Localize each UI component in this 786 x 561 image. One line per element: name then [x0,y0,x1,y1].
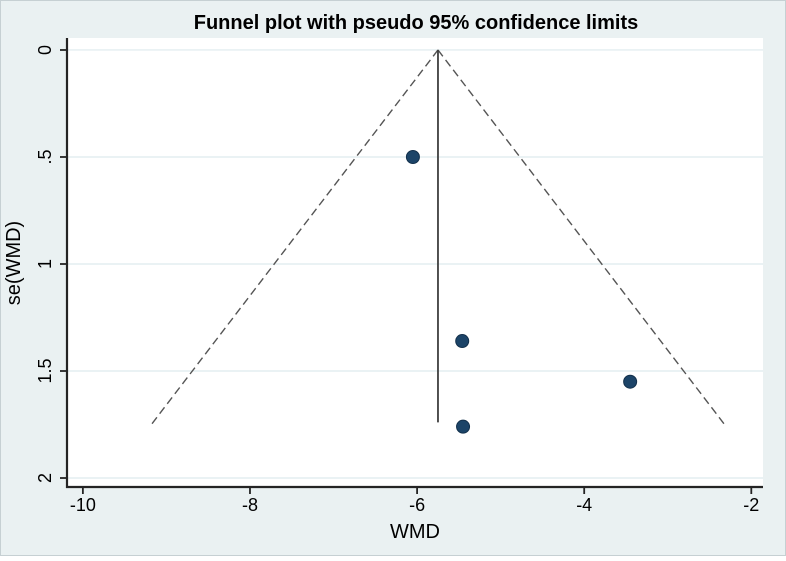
tick-marks [60,49,753,494]
y-tick-label: 2 [35,473,55,483]
y-tick-label: 1.5 [35,358,55,383]
plot-area [67,38,763,487]
study-points [405,149,638,434]
x-tick-label: -10 [70,495,96,515]
tick-labels: -10 -8 -6 -4 -2 0 .5 1 1.5 2 [35,45,759,515]
y-tick-label: 1 [35,259,55,269]
study-point [405,149,420,164]
y-axis-title: se(WMD) [3,221,25,305]
study-point [623,374,638,389]
study-point [456,419,471,434]
x-tick-label: -4 [576,495,592,515]
x-tick-label: -6 [409,495,425,515]
study-point [455,334,470,349]
x-tick-label: -8 [242,495,258,515]
pseudo-ci-funnel [149,49,727,428]
x-tick-label: -2 [743,495,759,515]
x-axis-title: WMD [390,521,440,543]
funnel-ci-line-left [149,49,439,428]
y-tick-label: 0 [35,45,55,55]
axes [65,38,763,489]
y-tick-label: .5 [35,149,55,164]
funnel-ci-line-right [437,49,727,428]
chart-title: Funnel plot with pseudo 95% confidence l… [194,12,638,34]
